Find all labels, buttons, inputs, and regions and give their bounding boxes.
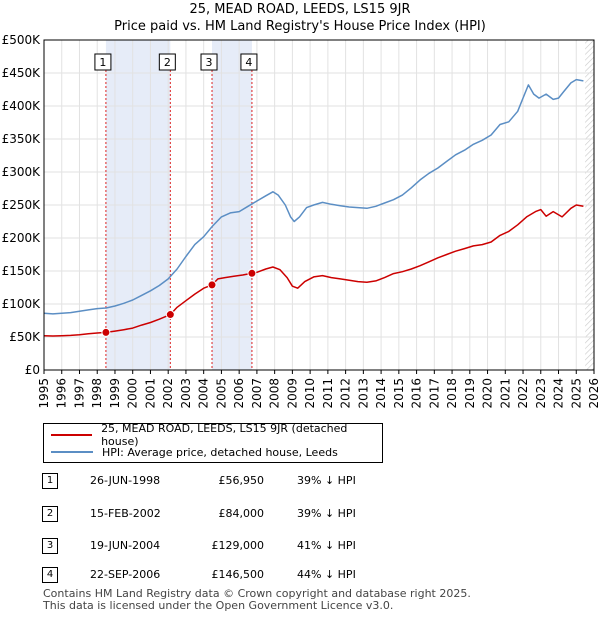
legend-swatch-property — [51, 434, 93, 436]
price-chart: £0 £50K £100K £150K £200K £250K £300K £350K £400… — [2, 33, 600, 409]
sale-date: 22-SEP-2006 — [90, 568, 161, 581]
x-tick-label: 2000 — [126, 378, 140, 409]
sale-row: 4 22-SEP-2006 £146,500 44% ↓ HPI — [42, 567, 422, 587]
footer-copyright: Contains HM Land Registry data © Crown c… — [43, 587, 471, 600]
chart-legend: 25, MEAD ROAD, LEEDS, LS15 9JR (detached… — [43, 422, 383, 463]
x-tick-label: 2020 — [481, 378, 495, 409]
sale-date: 26-JUN-1998 — [90, 474, 161, 487]
x-tick-label: 2001 — [143, 378, 157, 409]
x-tick-label: 2025 — [569, 378, 583, 409]
x-tick-label: 2002 — [161, 378, 175, 409]
sale-marker-box — [200, 53, 218, 71]
x-tick-label: 1995 — [37, 378, 51, 409]
sale-number-badge: 2 — [42, 506, 58, 522]
x-tick-label: 2016 — [410, 378, 424, 409]
y-tick-label: £350K — [2, 132, 42, 146]
x-tick-label: 2004 — [197, 378, 211, 409]
sale-marker-label: 3 — [206, 56, 213, 69]
footer-attribution: Contains HM Land Registry data © Crown c… — [43, 588, 471, 612]
sale-date: 19-JUN-2004 — [90, 539, 161, 552]
y-tick-label: £50K — [9, 330, 41, 344]
x-tick-label: 1998 — [90, 378, 104, 409]
sale-price: £129,000 — [211, 539, 265, 552]
sale-hpi-diff: 44% ↓ HPI — [297, 568, 356, 581]
sale-price: £56,950 — [218, 474, 265, 487]
x-tick-label: 2007 — [250, 378, 264, 409]
x-tick-label: 2017 — [427, 378, 441, 409]
sale-row: 1 26-JUN-1998 £56,950 39% ↓ HPI — [42, 473, 422, 493]
x-tick-label: 2006 — [232, 378, 246, 409]
y-tick-label: £200K — [2, 231, 42, 245]
x-tick-label: 2022 — [516, 378, 530, 409]
chart-subtitle: Price paid vs. HM Land Registry's House … — [114, 19, 486, 34]
chart-title: 25, MEAD ROAD, LEEDS, LS15 9JR — [189, 2, 411, 17]
plot-frame — [43, 39, 595, 371]
sale-hpi-diff: 41% ↓ HPI — [297, 539, 356, 552]
x-tick-label: 2014 — [374, 378, 388, 409]
sale-marker-label: 2 — [164, 56, 171, 69]
y-tick-label: £0 — [25, 363, 40, 377]
y-tick-label: £300K — [2, 165, 42, 179]
x-tick-label: 2012 — [339, 378, 353, 409]
x-tick-label: 2005 — [214, 378, 228, 409]
y-tick-label: £400K — [2, 99, 42, 113]
legend-item-property: 25, MEAD ROAD, LEEDS, LS15 9JR (detached… — [51, 422, 382, 448]
legend-item-hpi: HPI: Average price, detached house, Leed… — [51, 444, 338, 460]
x-tick-label: 2011 — [321, 378, 335, 409]
sale-marker-label: 4 — [245, 56, 252, 69]
sale-row: 2 15-FEB-2002 £84,000 39% ↓ HPI — [42, 506, 422, 526]
sale-number-badge: 3 — [42, 538, 58, 554]
sale-hpi-diff: 39% ↓ HPI — [297, 474, 356, 487]
sale-marker-box — [94, 53, 112, 71]
y-tick-label: £500K — [2, 33, 42, 47]
x-tick-label: 2023 — [534, 378, 548, 409]
x-tick-label: 2018 — [445, 378, 459, 409]
sale-hpi-diff: 39% ↓ HPI — [297, 507, 356, 520]
x-tick-label: 2019 — [463, 378, 477, 409]
series-line — [43, 78, 584, 315]
x-tick-label: 2013 — [356, 378, 370, 409]
legend-label-hpi: HPI: Average price, detached house, Leed… — [102, 445, 338, 459]
sale-number-badge: 1 — [42, 473, 58, 489]
legend-label-property: 25, MEAD ROAD, LEEDS, LS15 9JR (detached… — [101, 422, 348, 448]
y-tick-label: £450K — [2, 66, 42, 80]
x-tick-label: 1996 — [55, 378, 69, 409]
sale-marker-label: 1 — [99, 56, 106, 69]
sale-date: 15-FEB-2002 — [90, 507, 161, 520]
sale-number-badge: 4 — [42, 567, 58, 583]
footer-license: This data is licensed under the Open Gov… — [43, 599, 394, 612]
y-tick-label: £100K — [2, 297, 42, 311]
series-line — [43, 204, 584, 337]
sale-point — [101, 327, 111, 337]
x-tick-label: 1999 — [108, 378, 122, 409]
sale-point — [165, 310, 175, 320]
x-tick-label: 2003 — [179, 378, 193, 409]
x-tick-label: 2021 — [498, 378, 512, 409]
y-tick-label: £150K — [2, 264, 42, 278]
sale-row: 3 19-JUN-2004 £129,000 41% ↓ HPI — [42, 538, 422, 558]
sale-marker-box — [158, 53, 176, 71]
y-tick-label: £250K — [2, 198, 42, 212]
sale-price: £84,000 — [218, 507, 265, 520]
x-tick-label: 2015 — [392, 378, 406, 409]
x-tick-label: 2009 — [285, 378, 299, 409]
x-tick-label: 2024 — [552, 378, 566, 409]
x-tick-label: 2026 — [587, 378, 600, 409]
sale-marker-box — [240, 53, 258, 71]
sale-point — [207, 280, 217, 290]
x-tick-label: 2010 — [303, 378, 317, 409]
sale-price: £146,500 — [211, 568, 265, 581]
x-tick-label: 1997 — [72, 378, 86, 409]
legend-swatch-hpi — [51, 451, 93, 453]
x-tick-label: 2008 — [268, 378, 282, 409]
sale-point — [247, 268, 257, 278]
